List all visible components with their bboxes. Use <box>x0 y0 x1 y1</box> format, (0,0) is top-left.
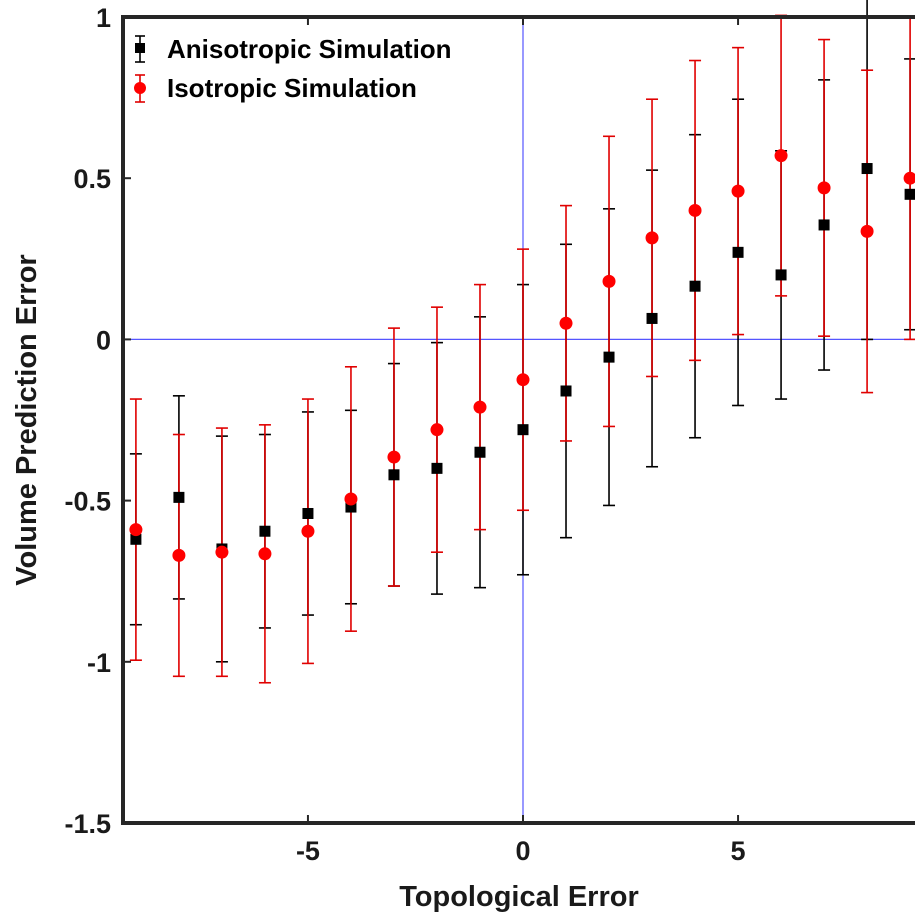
data-point-anisotropic <box>775 269 787 281</box>
data-point-isotropic <box>559 316 573 330</box>
data-point-anisotropic <box>259 525 271 537</box>
data-point-isotropic <box>602 274 616 288</box>
data-point-anisotropic <box>517 424 529 436</box>
data-markers <box>129 149 915 562</box>
data-point-anisotropic <box>861 163 873 175</box>
data-point-anisotropic <box>560 385 572 397</box>
data-point-anisotropic <box>302 507 314 519</box>
data-point-isotropic <box>215 545 229 559</box>
data-point-anisotropic <box>345 501 357 513</box>
data-point-anisotropic <box>388 469 400 481</box>
y-tick-label: 0 <box>96 325 111 355</box>
legend-marker-circle <box>134 82 146 94</box>
data-point-anisotropic <box>904 188 915 200</box>
data-point-anisotropic <box>474 446 486 458</box>
data-point-isotropic <box>473 400 487 414</box>
legend-label-isotropic: Isotropic Simulation <box>167 73 417 103</box>
legend: Anisotropic Simulation Isotropic Simulat… <box>134 34 452 103</box>
x-tick-label: 5 <box>731 836 746 866</box>
data-point-isotropic <box>344 492 358 506</box>
data-point-anisotropic <box>818 219 830 231</box>
data-point-anisotropic <box>173 491 185 503</box>
x-tick-label: 0 <box>515 836 530 866</box>
legend-label-anisotropic: Anisotropic Simulation <box>167 34 452 64</box>
data-point-isotropic <box>860 224 874 238</box>
data-point-anisotropic <box>732 246 744 258</box>
legend-marker-square <box>135 43 145 53</box>
data-point-isotropic <box>172 548 186 562</box>
legend-item-isotropic: Isotropic Simulation <box>134 73 417 103</box>
y-tick-label: 1 <box>96 3 111 33</box>
data-point-anisotropic <box>646 312 658 324</box>
data-point-isotropic <box>301 524 315 538</box>
data-point-anisotropic <box>431 462 443 474</box>
data-point-isotropic <box>731 184 745 198</box>
x-axis-title: Topological Error <box>399 881 639 913</box>
y-tick-label: 0.5 <box>73 164 111 194</box>
data-point-anisotropic <box>689 280 701 292</box>
legend-item-anisotropic: Anisotropic Simulation <box>135 34 452 64</box>
data-point-isotropic <box>817 181 831 195</box>
data-point-isotropic <box>430 423 444 437</box>
data-point-isotropic <box>129 523 143 537</box>
data-point-isotropic <box>903 171 915 185</box>
data-point-isotropic <box>258 547 272 561</box>
data-point-anisotropic <box>603 351 615 363</box>
data-point-isotropic <box>387 450 401 464</box>
x-tick-label: -5 <box>296 836 320 866</box>
data-point-isotropic <box>774 149 788 163</box>
plot-area <box>123 17 915 823</box>
data-point-isotropic <box>688 203 702 217</box>
data-point-anisotropic <box>130 533 142 545</box>
y-axis-title: Volume Prediction Error <box>11 254 43 585</box>
data-point-isotropic <box>645 231 659 245</box>
ticks: -1.5 -1 -0.5 0 0.5 1 -5 0 5 <box>64 3 746 866</box>
plot-background <box>123 17 915 823</box>
y-tick-label: -1.5 <box>64 809 111 839</box>
y-tick-label: -0.5 <box>64 487 111 517</box>
y-tick-label: -1 <box>87 648 111 678</box>
data-point-isotropic <box>516 373 530 387</box>
